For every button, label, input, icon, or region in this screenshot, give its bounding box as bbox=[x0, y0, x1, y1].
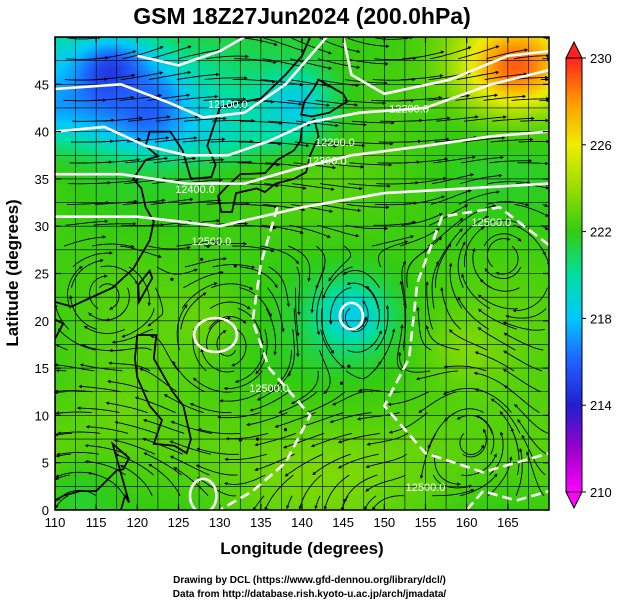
colorbar-top-triangle bbox=[565, 40, 583, 59]
contour-label: 12100.0 bbox=[208, 99, 248, 111]
y-tick-label: 35 bbox=[35, 172, 49, 187]
y-tick-label: 40 bbox=[35, 125, 49, 140]
y-tick-label: 10 bbox=[35, 408, 49, 423]
footer-credit: Drawing by DCL (https://www.gfd-dennou.o… bbox=[173, 575, 446, 586]
colorbar-tick-label: 210 bbox=[590, 485, 612, 500]
footer-data-source: Data from http://database.rish.kyoto-u.a… bbox=[172, 589, 447, 600]
x-axis-label: Longitude (degrees) bbox=[220, 539, 383, 558]
x-tick-label: 115 bbox=[86, 515, 107, 530]
x-tick-label: 125 bbox=[168, 515, 190, 530]
height-contours bbox=[55, 37, 549, 510]
colorbar-tick-label: 226 bbox=[590, 138, 612, 153]
y-tick-label: 45 bbox=[35, 77, 49, 92]
x-tick-label: 160 bbox=[456, 515, 478, 530]
contour-label: 12200.0 bbox=[315, 137, 355, 149]
y-tick-label: 30 bbox=[35, 219, 49, 234]
contour-label: 12500.0 bbox=[406, 482, 446, 494]
y-axis: 0 5 10 15 20 25 30 35 40 45 bbox=[35, 77, 549, 518]
x-tick-label: 120 bbox=[126, 515, 148, 530]
y-tick-label: 25 bbox=[35, 267, 49, 282]
y-tick-label: 5 bbox=[42, 456, 49, 471]
contour-labels: 12100.0 12200.0 12200.0 12300.0 12400.0 12500… bbox=[175, 99, 511, 494]
colorbar-scale bbox=[565, 57, 583, 493]
x-tick-label: 145 bbox=[332, 515, 354, 530]
contour-label: 12300.0 bbox=[307, 156, 347, 168]
colorbar-bottom-triangle bbox=[565, 491, 583, 510]
colorbar-tick-label: 230 bbox=[590, 51, 612, 66]
x-tick-label: 150 bbox=[373, 515, 395, 530]
colorbar-tick-label: 218 bbox=[590, 311, 612, 326]
streamlines bbox=[55, 37, 549, 510]
x-tick-label: 135 bbox=[250, 515, 272, 530]
x-tick-label: 110 bbox=[45, 515, 66, 530]
y-tick-label: 0 bbox=[42, 503, 49, 518]
contour-label: 12500.0 bbox=[472, 217, 512, 229]
contour-label: 12500.0 bbox=[249, 383, 289, 395]
y-tick-label: 20 bbox=[35, 314, 49, 329]
x-tick-label: 140 bbox=[291, 515, 313, 530]
contour-label: 12500.0 bbox=[192, 236, 232, 248]
chart-title: GSM 18Z27Jun2024 (200.0hPa) bbox=[133, 3, 471, 29]
x-tick-label: 130 bbox=[209, 515, 231, 530]
colorbar-tick-label: 214 bbox=[590, 398, 612, 413]
contour-label: 12400.0 bbox=[175, 184, 215, 196]
contour-label: 12200.0 bbox=[389, 104, 429, 116]
x-axis: 110 115 120 125 130 135 140 145 150 155 160 165 bbox=[45, 37, 519, 530]
colorbar-tick-label: 222 bbox=[590, 225, 612, 240]
y-axis-label: Latitude (degrees) bbox=[3, 199, 22, 346]
y-tick-label: 15 bbox=[35, 361, 49, 376]
colorbar: 210 214 218 222 226 230 bbox=[565, 40, 612, 510]
x-tick-label: 165 bbox=[497, 515, 519, 530]
x-tick-label: 155 bbox=[415, 515, 437, 530]
